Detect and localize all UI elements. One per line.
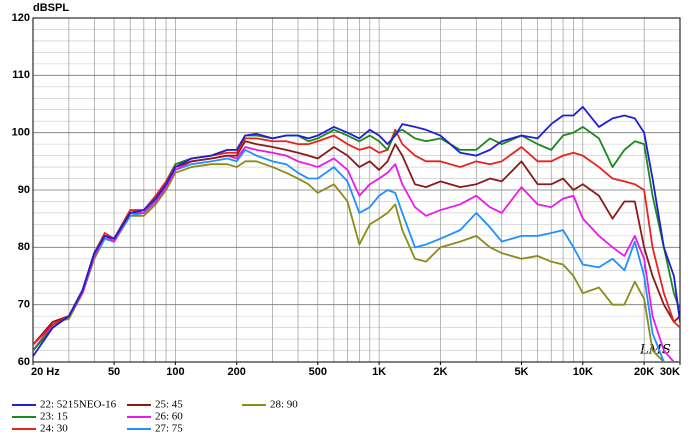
x-tick-label: 100 bbox=[166, 366, 184, 378]
series-line bbox=[33, 160, 680, 362]
y-tick-label: 120 bbox=[12, 12, 30, 24]
y-tick-label: 60 bbox=[18, 356, 30, 368]
legend-label: 22: 5215NEO-16 bbox=[40, 399, 117, 411]
plot-frame bbox=[32, 17, 681, 363]
y-tick-label: 100 bbox=[12, 127, 30, 139]
series-line bbox=[33, 128, 680, 346]
x-tick-label: 50 bbox=[108, 366, 120, 378]
legend-label: 23: 15 bbox=[40, 411, 68, 423]
y-tick-label: 70 bbox=[18, 299, 30, 311]
y-axis-label: dBSPL bbox=[33, 2, 69, 14]
x-tick-label: 30K bbox=[660, 366, 680, 378]
x-tick-label: 200 bbox=[228, 366, 246, 378]
y-tick-label: 80 bbox=[18, 241, 30, 253]
x-tick-label: 5K bbox=[514, 366, 528, 378]
x-tick-label: 20K bbox=[634, 366, 654, 378]
legend-label: 26: 60 bbox=[155, 411, 183, 423]
legend-label: 28: 90 bbox=[270, 399, 298, 411]
legend-label: 27: 75 bbox=[155, 423, 183, 435]
x-tick-label: 10K bbox=[573, 366, 593, 378]
legend-label: 25: 45 bbox=[155, 399, 183, 411]
series-line bbox=[33, 105, 680, 357]
y-tick-label: 90 bbox=[18, 184, 30, 196]
y-tick-label: 110 bbox=[12, 69, 30, 81]
x-tick-label: 20 Hz bbox=[31, 366, 60, 378]
series-line bbox=[33, 146, 680, 362]
legend-label: 24: 30 bbox=[40, 423, 68, 435]
plot-area bbox=[33, 105, 680, 362]
x-tick-label: 1K bbox=[372, 366, 386, 378]
x-tick-label: 2K bbox=[433, 366, 447, 378]
x-tick-label: 500 bbox=[309, 366, 327, 378]
